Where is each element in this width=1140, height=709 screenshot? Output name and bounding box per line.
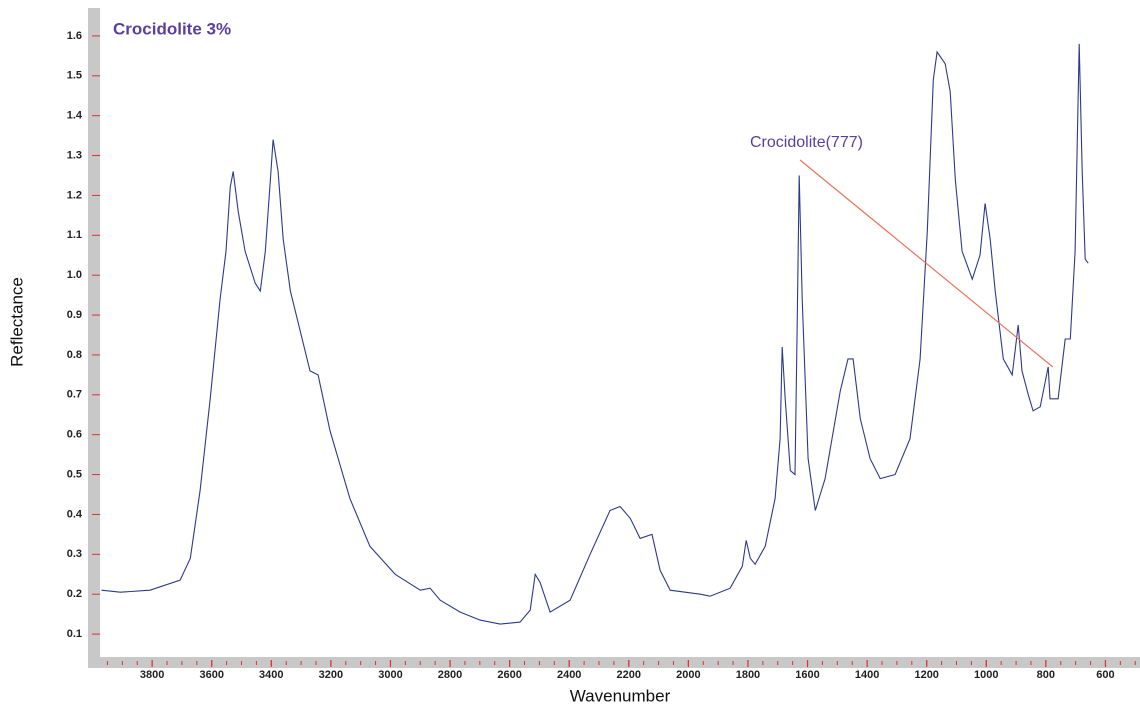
chart-title: Crocidolite 3% (113, 19, 231, 38)
y-tick-label: 0.1 (67, 628, 82, 640)
y-tick-label: 0.3 (67, 548, 82, 560)
y-tick-label: 1.2 (67, 189, 82, 201)
x-tick-label: 2800 (438, 669, 462, 681)
y-tick-label: 1.0 (67, 269, 82, 281)
y-tick-label: 1.3 (67, 149, 82, 161)
x-tick-label: 1600 (795, 669, 819, 681)
x-tick-label: 3200 (319, 669, 343, 681)
y-axis-bar (88, 8, 100, 668)
y-tick-label: 0.6 (67, 429, 82, 441)
spectrum-line (101, 43, 1089, 625)
y-tick-label: 1.4 (67, 110, 83, 122)
y-tick-label: 0.5 (67, 468, 82, 480)
x-tick-label: 1000 (974, 669, 998, 681)
x-tick-label: 3800 (140, 669, 164, 681)
x-tick-label: 1400 (855, 669, 879, 681)
x-axis-bar (100, 657, 1140, 668)
x-tick-label: 800 (1037, 669, 1055, 681)
y-tick-label: 1.1 (67, 229, 82, 241)
x-axis-title: Wavenumber (570, 686, 671, 705)
x-tick-label: 3000 (378, 669, 402, 681)
x-tick-label: 1800 (736, 669, 760, 681)
x-tick-label: 600 (1096, 669, 1114, 681)
x-tick-label: 1200 (914, 669, 938, 681)
x-tick-label: 2400 (557, 669, 581, 681)
y-tick-label: 1.5 (67, 70, 82, 82)
x-tick-label: 3400 (259, 669, 283, 681)
x-tick-label: 2200 (617, 669, 641, 681)
annotation-leader (799, 159, 1054, 368)
x-tick-label: 3600 (199, 669, 223, 681)
y-axis-title: Reflectance (7, 277, 26, 367)
y-tick-label: 0.2 (67, 588, 82, 600)
y-tick-label: 0.4 (67, 508, 83, 520)
x-tick-label: 2600 (497, 669, 521, 681)
y-tick-label: 1.6 (67, 30, 82, 42)
x-tick-label: 2000 (676, 669, 700, 681)
y-tick-label: 0.8 (67, 349, 82, 361)
y-tick-label: 0.7 (67, 389, 82, 401)
y-tick-label: 0.9 (67, 309, 82, 321)
annotation-label: Crocidolite(777) (750, 134, 863, 151)
